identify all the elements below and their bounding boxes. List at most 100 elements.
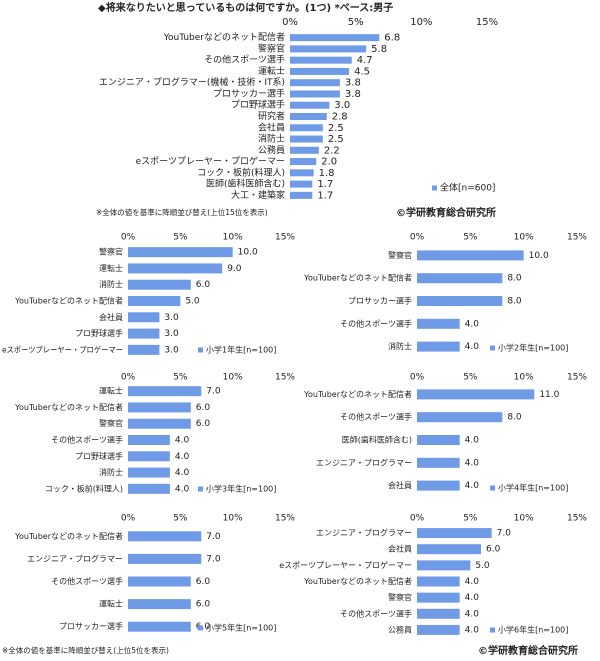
bar <box>290 180 313 188</box>
footnote: ※全体の値を基準に降順並び替え(上位15位を表示) <box>96 207 268 217</box>
bar <box>417 389 535 400</box>
value-label: 1.8 <box>319 168 335 179</box>
value-label: 3.0 <box>164 313 179 323</box>
x-tick-label: 5% <box>173 233 188 243</box>
bar <box>128 483 170 494</box>
category-label: 公務員 <box>388 624 412 634</box>
bar <box>128 328 160 339</box>
bar <box>128 312 160 323</box>
legend-label: 小学2年生[n=100] <box>498 343 568 353</box>
category-label: プロサッカー選手 <box>59 621 123 631</box>
value-label: 4.0 <box>465 481 480 491</box>
category-label: プロサッカー選手 <box>213 87 285 99</box>
bar <box>417 412 503 423</box>
category-label: 医師(歯科医師含む) <box>206 178 285 190</box>
bar <box>417 576 460 587</box>
x-tick-label: 15% <box>567 373 587 383</box>
value-label: 7.0 <box>497 529 512 539</box>
bar <box>128 247 233 258</box>
value-label: 4.0 <box>175 452 190 462</box>
value-label: 6.0 <box>486 545 501 555</box>
legend-label: 小学4年生[n=100] <box>498 483 568 493</box>
bar <box>128 451 170 462</box>
bar <box>417 341 460 352</box>
category-label: 運転士 <box>258 65 285 77</box>
value-label: 7.0 <box>206 554 221 564</box>
category-label: その他スポーツ選手 <box>51 576 123 586</box>
bar <box>417 318 460 329</box>
legend-label: 小学6年生[n=100] <box>498 625 568 635</box>
bar <box>128 279 191 290</box>
value-label: 2.2 <box>324 145 340 156</box>
footnote: ※全体の値を基準に降順並び替え(上位5位を表示) <box>2 645 169 655</box>
category-label: 会社員 <box>99 312 123 322</box>
bar <box>128 553 202 564</box>
x-tick-label: 15% <box>567 514 587 524</box>
category-label: 運転士 <box>99 386 123 396</box>
bar <box>128 599 191 610</box>
category-label: 消防士 <box>99 279 123 289</box>
category-label: 警察官 <box>99 247 123 257</box>
x-tick-label: 15% <box>275 373 295 383</box>
category-label: 会社員 <box>388 480 412 490</box>
x-tick-label: 0% <box>410 373 425 383</box>
bar <box>128 435 170 445</box>
category-label: その他スポーツ選手 <box>340 412 412 422</box>
bar <box>417 608 460 619</box>
bar <box>290 34 380 42</box>
category-label: YouTuberなどのネット配信者 <box>14 531 123 541</box>
x-tick-label: 5% <box>463 233 478 243</box>
value-label: 1.7 <box>317 190 333 201</box>
x-tick-label: 5% <box>348 17 364 28</box>
x-tick-label: 5% <box>173 514 188 524</box>
value-label: 8.0 <box>507 274 522 284</box>
category-label: プロ野球選手 <box>231 99 285 111</box>
category-label: プロ野球選手 <box>75 328 123 338</box>
category-label: 研究者 <box>258 110 285 122</box>
value-label: 4.0 <box>465 436 480 446</box>
category-label: 消防士 <box>388 341 412 351</box>
bar <box>290 146 319 154</box>
x-tick-label: 0% <box>121 373 136 383</box>
category-label: エンジニア・プログラマー <box>316 457 412 467</box>
category-label: その他スポーツ選手 <box>340 608 412 618</box>
bar <box>417 435 460 445</box>
value-label: 4.0 <box>465 458 480 468</box>
bar <box>417 560 471 571</box>
bar <box>128 531 202 542</box>
value-label: 6.0 <box>196 622 211 632</box>
value-label: 3.0 <box>164 345 179 355</box>
bar <box>290 135 323 143</box>
category-label: 医師(歯科医師含む) <box>342 435 412 445</box>
category-label: その他スポーツ選手 <box>51 435 123 445</box>
category-label: 警察官 <box>258 42 285 54</box>
value-label: 6.0 <box>196 419 211 429</box>
category-label: その他スポーツ選手 <box>204 54 285 66</box>
category-label: 警察官 <box>388 592 412 602</box>
legend-label: 小学1年生[n=100] <box>206 345 276 355</box>
value-label: 4.7 <box>357 55 373 66</box>
legend-swatch <box>490 345 495 351</box>
category-label: 運転士 <box>99 599 123 609</box>
value-label: 2.0 <box>321 157 337 168</box>
x-tick-label: 15% <box>275 514 295 524</box>
x-tick-label: 0% <box>121 514 136 524</box>
bar <box>290 113 327 120</box>
legend-swatch <box>198 625 203 631</box>
value-label: 4.0 <box>465 593 480 603</box>
value-label: 7.0 <box>206 532 221 542</box>
category-label: 会社員 <box>388 544 412 554</box>
value-label: 2.5 <box>328 134 344 145</box>
x-tick-label: 10% <box>223 373 243 383</box>
value-label: 10.0 <box>529 251 549 261</box>
bar <box>417 624 460 635</box>
value-label: 4.0 <box>465 609 480 619</box>
bar <box>290 67 350 75</box>
bar <box>290 45 367 53</box>
value-label: 3.0 <box>334 100 350 111</box>
bar <box>128 467 170 478</box>
category-label: YouTuberなどのネット配信者 <box>303 576 412 586</box>
category-label: プロサッカー選手 <box>348 296 412 306</box>
value-label: 3.0 <box>164 329 179 339</box>
